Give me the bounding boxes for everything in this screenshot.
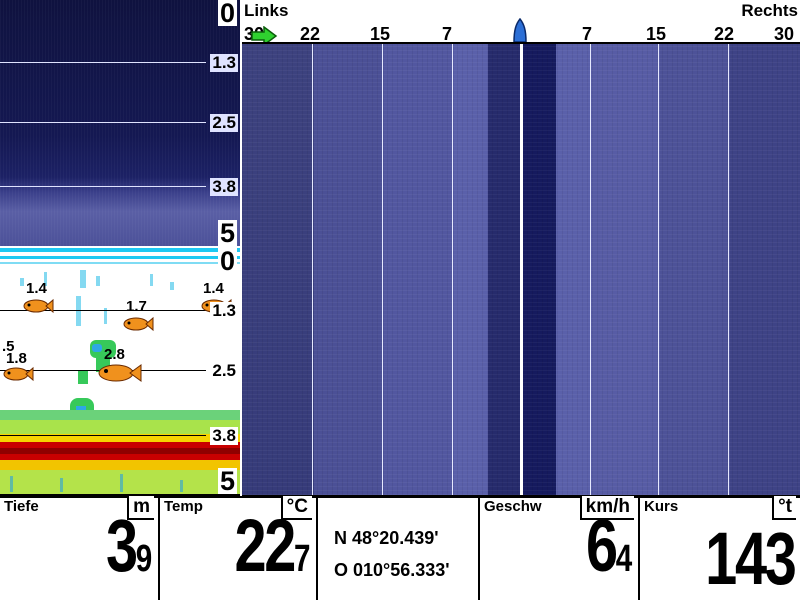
si-texture bbox=[242, 44, 314, 495]
heading-value: 143 bbox=[704, 517, 797, 600]
right-side-label: Rechts bbox=[741, 1, 798, 20]
scale-right-30: 30 bbox=[774, 24, 795, 44]
depth-label-2: 2.5 bbox=[210, 113, 238, 132]
depth-title: Tiefe bbox=[4, 498, 39, 515]
fish-depth-2: 1.7 bbox=[126, 298, 147, 315]
sonar-depth-line-3 bbox=[0, 435, 206, 436]
longitude: O 010°56.333' bbox=[334, 560, 450, 580]
temp-title: Temp bbox=[164, 498, 203, 515]
down-imaging-view[interactable]: 0 1.3 2.5 3.8 5 bbox=[0, 0, 240, 248]
scale-left-22: 22 bbox=[300, 24, 321, 44]
range-line bbox=[452, 44, 453, 495]
bottom-depth-label: 5 bbox=[217, 218, 237, 248]
boat-icon bbox=[513, 18, 527, 43]
range-line bbox=[590, 44, 591, 495]
fish-icon[interactable] bbox=[96, 362, 142, 384]
gps-position-readout[interactable]: N 48°20.439' O 010°56.333' bbox=[318, 496, 480, 600]
data-bar: Tiefe m 39 Temp °C 227 N 48°20.439' O 01… bbox=[0, 496, 800, 600]
fish-icon[interactable] bbox=[0, 366, 34, 382]
scale-baseline bbox=[242, 42, 800, 44]
latitude: N 48°20.439' bbox=[334, 528, 439, 548]
surface-band bbox=[0, 248, 240, 252]
sonar-returns bbox=[0, 270, 240, 494]
temp-unit: °C bbox=[280, 496, 312, 520]
fish-depth-3: 1.4 bbox=[203, 280, 224, 297]
depth-line-2 bbox=[0, 122, 206, 123]
depth-label-3: 3.8 bbox=[210, 177, 238, 196]
top-depth-label: 0 bbox=[217, 0, 237, 28]
fish-depth-1: 1.4 bbox=[26, 280, 47, 297]
temperature-readout[interactable]: Temp °C 227 bbox=[160, 496, 318, 600]
depth-unit: m bbox=[127, 496, 154, 520]
si-right-water-column bbox=[522, 44, 556, 495]
scale-right-15: 15 bbox=[646, 24, 667, 44]
range-line bbox=[312, 44, 313, 495]
scale-left-7: 7 bbox=[442, 24, 453, 44]
sonar-2d-view[interactable]: 1.4 1.7 1.4 .5 1.8 2.8 0 1.3 2.5 3.8 5 bbox=[0, 248, 240, 494]
speed-readout[interactable]: Geschw km/h 64 bbox=[480, 496, 640, 600]
scale-right-22: 22 bbox=[714, 24, 735, 44]
fish-depth-6: 2.8 bbox=[104, 346, 125, 363]
speed-title: Geschw bbox=[484, 498, 542, 515]
sonar-depth-label-2: 2.5 bbox=[210, 361, 238, 380]
fish-icon[interactable] bbox=[22, 298, 54, 314]
si-texture bbox=[384, 44, 454, 495]
range-line bbox=[658, 44, 659, 495]
pane-divider bbox=[0, 246, 240, 248]
sonar-depth-label-3: 3.8 bbox=[210, 426, 238, 445]
si-texture bbox=[454, 44, 488, 495]
temp-value: 227 bbox=[233, 504, 310, 587]
sonar-top-depth: 0 bbox=[217, 248, 237, 276]
heading-title: Kurs bbox=[644, 498, 679, 515]
data-bar-border bbox=[0, 496, 800, 498]
left-side-label: Links bbox=[244, 1, 289, 20]
sonar-bottom-depth: 5 bbox=[217, 466, 237, 494]
range-line bbox=[728, 44, 729, 495]
heading-readout[interactable]: Kurs °t 143 bbox=[640, 496, 800, 600]
fish-depth-5: 1.8 bbox=[6, 350, 27, 367]
sonar-depth-line-1 bbox=[0, 310, 206, 311]
si-texture bbox=[660, 44, 730, 495]
si-texture bbox=[730, 44, 800, 495]
si-texture bbox=[314, 44, 384, 495]
scale-right-7: 7 bbox=[582, 24, 593, 44]
side-imaging-view[interactable] bbox=[242, 44, 800, 495]
pane-divider-vertical bbox=[240, 0, 242, 496]
speed-unit: km/h bbox=[579, 496, 634, 520]
waypoint-arrow-icon[interactable] bbox=[250, 26, 278, 46]
fish-depth-4: .5 bbox=[2, 338, 15, 355]
center-line bbox=[520, 44, 523, 495]
side-imaging-scale: Links Rechts 30 22 15 7 7 15 22 30 bbox=[242, 0, 800, 46]
depth-line-3 bbox=[0, 186, 206, 187]
si-left-water-column bbox=[488, 44, 522, 495]
surface-band-3 bbox=[0, 262, 240, 264]
scale-left-15: 15 bbox=[370, 24, 391, 44]
si-texture bbox=[556, 44, 590, 495]
fish-icon[interactable] bbox=[122, 316, 154, 332]
range-line bbox=[382, 44, 383, 495]
sonar-depth-label-1: 1.3 bbox=[210, 301, 238, 320]
si-texture bbox=[590, 44, 660, 495]
heading-unit: °t bbox=[772, 496, 796, 520]
speed-value: 64 bbox=[585, 504, 632, 587]
depth-line-1 bbox=[0, 62, 206, 63]
depth-readout[interactable]: Tiefe m 39 bbox=[0, 496, 160, 600]
depth-value: 39 bbox=[105, 504, 152, 587]
surface-band-2 bbox=[0, 256, 240, 259]
depth-label-1: 1.3 bbox=[210, 53, 238, 72]
